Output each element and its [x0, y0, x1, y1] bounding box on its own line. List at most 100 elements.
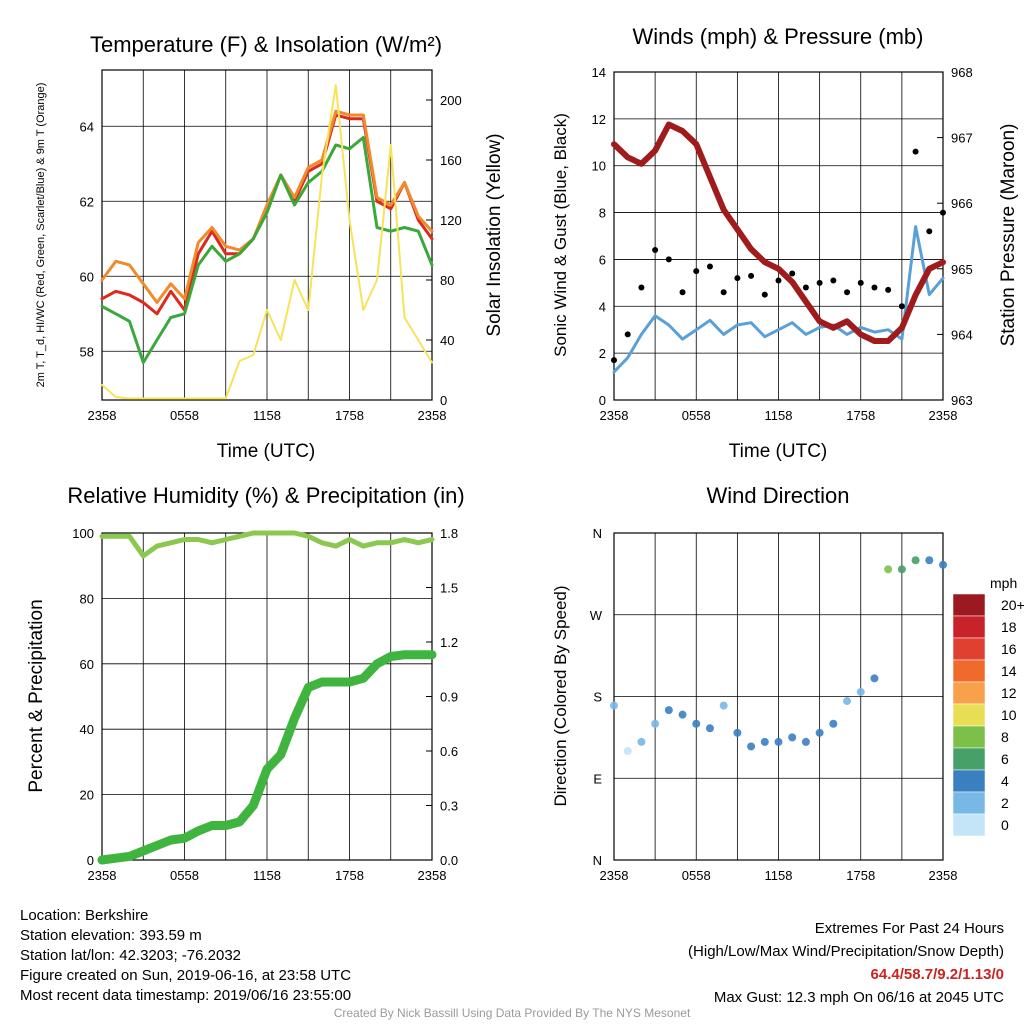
direction-point — [829, 719, 838, 728]
y2-tick-label: 967 — [951, 131, 973, 146]
series-line — [611, 121, 946, 344]
x-tick-label: 1158 — [253, 868, 281, 883]
gust-point — [638, 284, 645, 291]
gust-point — [679, 289, 686, 296]
y2-tick-label: 80 — [440, 273, 454, 288]
direction-chart-title: Wind Direction — [706, 483, 849, 508]
legend-label: 10 — [1001, 707, 1017, 723]
series-line — [100, 109, 434, 304]
gust-point — [775, 277, 782, 284]
temperature-xlabel: Time (UTC) — [217, 441, 316, 462]
wind-panel: Winds (mph) & Pressure (mb) Time (UTC) S… — [551, 24, 1019, 462]
credit-line: Created By Nick Bassill Using Data Provi… — [333, 1006, 691, 1020]
y2-tick-label: 964 — [951, 327, 973, 342]
legend-label: 18 — [1001, 619, 1017, 635]
gust-point — [871, 284, 878, 291]
temperature-panel: Temperature (F) & Insolation (W/m²) Time… — [35, 32, 505, 462]
y2-tick-label: 120 — [440, 213, 462, 228]
legend-swatch — [952, 725, 986, 749]
gust-point — [816, 279, 823, 286]
temperature-y2label: Solar Insolation (Yellow) — [484, 133, 505, 336]
series-line — [97, 650, 437, 865]
extremes-values: 64.4/58.7/9.2/1.13/0 — [870, 966, 1004, 983]
y-tick-label: 2 — [599, 346, 606, 361]
x-tick-label: 1758 — [335, 408, 364, 423]
legend-swatch — [952, 747, 986, 771]
y-tick-label: 0 — [599, 393, 606, 408]
gust-point — [706, 263, 713, 270]
y2-tick-label: 1.8 — [440, 526, 458, 541]
direction-point — [637, 737, 646, 746]
x-tick-label: 1158 — [253, 408, 281, 423]
y-tick-label: 10 — [592, 159, 606, 174]
y-tick-label: N — [593, 853, 602, 868]
y2-tick-label: 40 — [440, 333, 454, 348]
y2-tick-label: 0.9 — [440, 690, 458, 705]
x-tick-label: 0558 — [682, 868, 711, 883]
y-tick-label: 60 — [80, 657, 94, 672]
y-tick-label: W — [590, 608, 603, 623]
humidity-chart-title: Relative Humidity (%) & Precipitation (i… — [67, 483, 464, 508]
y-tick-label: 80 — [80, 591, 94, 606]
gust-point — [652, 247, 659, 254]
x-tick-label: 2358 — [929, 868, 958, 883]
x-tick-label: 2358 — [418, 408, 447, 423]
x-tick-label: 2358 — [929, 408, 958, 423]
gust-point — [898, 303, 905, 310]
speed-legend: mph 20+ 18 16 14 12 10 8 6 4 2 0 — [952, 575, 1024, 837]
legend-swatch — [952, 615, 986, 639]
gust-point — [665, 256, 672, 263]
recent-timestamp: Most recent data timestamp: 2019/06/16 2… — [20, 987, 352, 1004]
y-tick-label: 40 — [80, 722, 94, 737]
x-tick-label: 2358 — [88, 868, 117, 883]
legend-swatch — [952, 593, 986, 617]
gust-point — [624, 331, 631, 338]
direction-point — [911, 556, 920, 565]
y2-tick-label: 0.3 — [440, 799, 458, 814]
legend-swatch — [952, 769, 986, 793]
legend-label: 0 — [1001, 817, 1009, 833]
gust-point — [734, 275, 741, 282]
direction-point — [623, 747, 632, 755]
gust-point — [912, 148, 919, 155]
extremes-title: Extremes For Past 24 Hours — [814, 920, 1004, 937]
direction-point — [705, 724, 714, 733]
figure-created: Figure created on Sun, 2019-06-16, at 23… — [20, 967, 352, 984]
series-line — [99, 530, 435, 559]
legend-swatch — [952, 813, 986, 837]
gust-point — [693, 268, 700, 275]
y-tick-label: 14 — [592, 65, 606, 80]
x-tick-label: 1158 — [765, 408, 793, 423]
legend-swatch — [952, 791, 986, 815]
series-line — [100, 136, 434, 364]
y-tick-label: 100 — [72, 526, 94, 541]
direction-ylabel: Direction (Colored By Speed) — [551, 585, 570, 806]
legend-label: 6 — [1001, 751, 1009, 767]
legend-label: 12 — [1001, 685, 1017, 701]
y2-tick-label: 0 — [440, 393, 447, 408]
x-tick-label: 2358 — [600, 408, 629, 423]
y-tick-label: 12 — [592, 112, 606, 127]
direction-point — [692, 719, 701, 728]
y-tick-label: 60 — [80, 269, 94, 284]
gust-point — [720, 289, 727, 296]
extremes-subtitle: (High/Low/Max Wind/Precipitation/Snow De… — [688, 943, 1004, 960]
legend-label: 14 — [1001, 663, 1017, 679]
legend-label: 20+ — [1001, 597, 1024, 613]
x-tick-label: 2358 — [88, 408, 117, 423]
y2-tick-label: 966 — [951, 196, 973, 211]
x-tick-label: 0558 — [170, 408, 199, 423]
legend-swatch — [952, 681, 986, 705]
x-tick-label: 1758 — [846, 408, 875, 423]
humidity-panel: Relative Humidity (%) & Precipitation (i… — [26, 483, 465, 883]
series-line — [612, 225, 945, 374]
legend-swatch — [952, 659, 986, 683]
y2-tick-label: 0.6 — [440, 744, 458, 759]
direction-point — [843, 697, 852, 706]
gust-point — [926, 228, 933, 235]
gust-point — [885, 286, 892, 293]
y2-tick-label: 965 — [951, 262, 973, 277]
y2-tick-label: 160 — [440, 153, 462, 168]
direction-point — [815, 728, 824, 737]
gust-point — [844, 289, 851, 296]
